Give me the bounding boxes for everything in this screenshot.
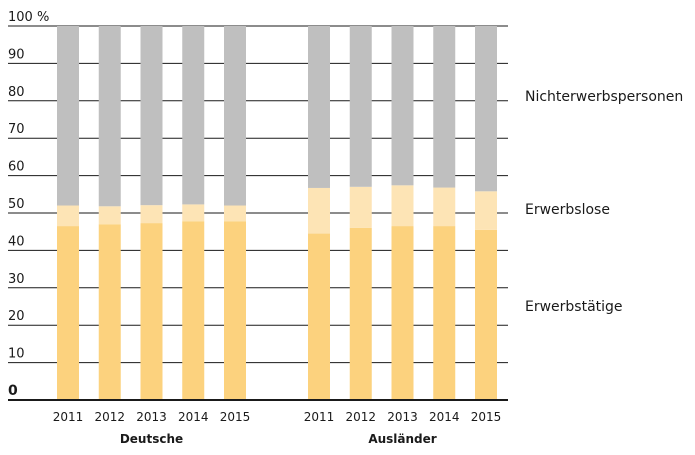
bar-segment [182, 26, 205, 205]
bar-segment [391, 26, 414, 186]
bar-segment [182, 221, 205, 400]
y-tick-label: 20 [8, 309, 25, 324]
bar-segment [475, 26, 497, 192]
y-tick-label: 70 [8, 122, 25, 137]
legend-label: Erwerbstätige [525, 299, 623, 315]
bar-segment [140, 205, 163, 224]
x-tick-label: 2013 [387, 410, 418, 424]
bar-segment [57, 226, 79, 400]
bar-segment [308, 26, 330, 188]
y-tick-label: 60 [8, 160, 25, 175]
grid-layer [8, 25, 508, 364]
group-label: Deutsche [120, 432, 183, 446]
bar-segment [98, 206, 121, 225]
bar-segment [349, 26, 372, 187]
bar-segment [224, 205, 246, 222]
legend-label: Erwerbslose [525, 202, 610, 218]
x-tick-label: 2015 [220, 410, 251, 424]
y-tick-label: 0 [8, 383, 18, 399]
x-tick-label: 2014 [429, 410, 460, 424]
bar-segment [433, 26, 456, 188]
legend-layer: Nichterwerbspersonen Erwerbslose Erwerbstä… [525, 89, 683, 315]
y-tick-label: 80 [8, 85, 25, 100]
y-tick-label: 50 [8, 197, 25, 212]
x-tick-label: 2015 [471, 410, 502, 424]
y-tick-label: 40 [8, 234, 25, 249]
bar-layer [57, 26, 497, 400]
x-tick-label: 2014 [178, 410, 209, 424]
x-tick-label: 2011 [304, 410, 335, 424]
bar-segment [224, 26, 246, 206]
y-tick-label: 30 [8, 272, 25, 287]
y-tick-label: 100 % [8, 10, 49, 25]
bar-segment [98, 224, 121, 400]
bar-segment [391, 185, 414, 227]
y-tick-label: 90 [8, 47, 25, 62]
x-tick-label: 2012 [345, 410, 376, 424]
x-tick-label: 2012 [94, 410, 125, 424]
bar-segment [57, 205, 79, 227]
bar-segment [308, 233, 330, 400]
bar-segment [475, 191, 497, 230]
bar-segment [391, 226, 414, 400]
y-tick-label: 10 [8, 347, 25, 362]
bar-segment [224, 221, 246, 400]
bar-segment [98, 26, 121, 207]
bar-segment [475, 229, 497, 400]
x-tick-label: 2011 [53, 410, 84, 424]
bar-segment [57, 26, 79, 206]
bar-segment [433, 187, 456, 227]
bar-segment [349, 227, 372, 400]
group-label: Ausländer [368, 432, 436, 446]
bar-segment [182, 204, 205, 222]
bar-segment [349, 186, 372, 228]
legend-label: Nichterwerbspersonen [525, 89, 683, 105]
bar-segment [433, 226, 456, 400]
bar-segment [308, 187, 330, 234]
x-tick-label: 2013 [136, 410, 167, 424]
bar-segment [140, 26, 163, 206]
axis-layer: 0 10 20 30 40 50 60 70 80 90 100 % 2011 2012 2013 2014… [8, 10, 508, 446]
bar-segment [140, 223, 163, 400]
